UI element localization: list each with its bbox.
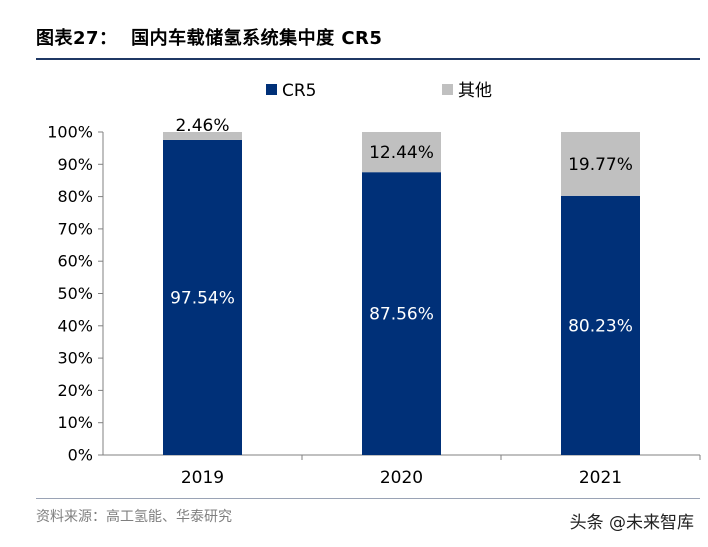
title-bar: 图表27： 国内车载储氢系统集中度 CR5 xyxy=(36,18,700,60)
legend-label-other: 其他 xyxy=(458,81,492,101)
legend-label-cr5: CR5 xyxy=(282,81,317,101)
source-divider xyxy=(36,498,700,499)
data-label-other-2020: 12.44% xyxy=(369,143,434,163)
y-tick-label: 10% xyxy=(57,413,93,432)
x-tick-label: 2019 xyxy=(181,468,224,488)
y-tick-label: 60% xyxy=(57,252,93,271)
bar-cr5-2020 xyxy=(362,172,441,455)
y-tick-label: 40% xyxy=(57,316,93,335)
data-label-cr5-2020: 87.56% xyxy=(369,305,434,325)
y-tick-label: 30% xyxy=(57,349,93,368)
data-label-cr5-2021: 80.23% xyxy=(568,316,633,336)
y-tick-label: 100% xyxy=(47,123,93,142)
bar-cr5-2021 xyxy=(561,195,640,455)
data-label-other-2021: 19.77% xyxy=(568,155,633,175)
y-tick-label: 20% xyxy=(57,381,93,400)
y-tick-label: 70% xyxy=(57,219,93,238)
y-tick-label: 80% xyxy=(57,187,93,206)
source-note: 资料来源：高工氢能、华泰研究 xyxy=(36,509,232,525)
y-tick-label: 90% xyxy=(57,155,93,174)
legend-swatch-cr5 xyxy=(266,84,277,95)
data-label-other-2019: 2.46% xyxy=(175,116,229,136)
page-title: 图表27： 国内车载储氢系统集中度 CR5 xyxy=(36,28,383,49)
bar-other-2019 xyxy=(163,132,242,140)
bar-cr5-2019 xyxy=(163,139,242,455)
bar-other-2021 xyxy=(561,132,640,196)
x-tick-label: 2021 xyxy=(579,468,622,488)
data-label-cr5-2019: 97.54% xyxy=(170,288,235,308)
watermark: 头条 @未来智库 xyxy=(569,513,694,533)
bar-other-2020 xyxy=(362,132,441,173)
x-tick-label: 2020 xyxy=(380,468,423,488)
y-tick-label: 50% xyxy=(57,284,93,303)
y-tick-label: 0% xyxy=(68,446,93,465)
legend-swatch-other xyxy=(442,84,453,95)
